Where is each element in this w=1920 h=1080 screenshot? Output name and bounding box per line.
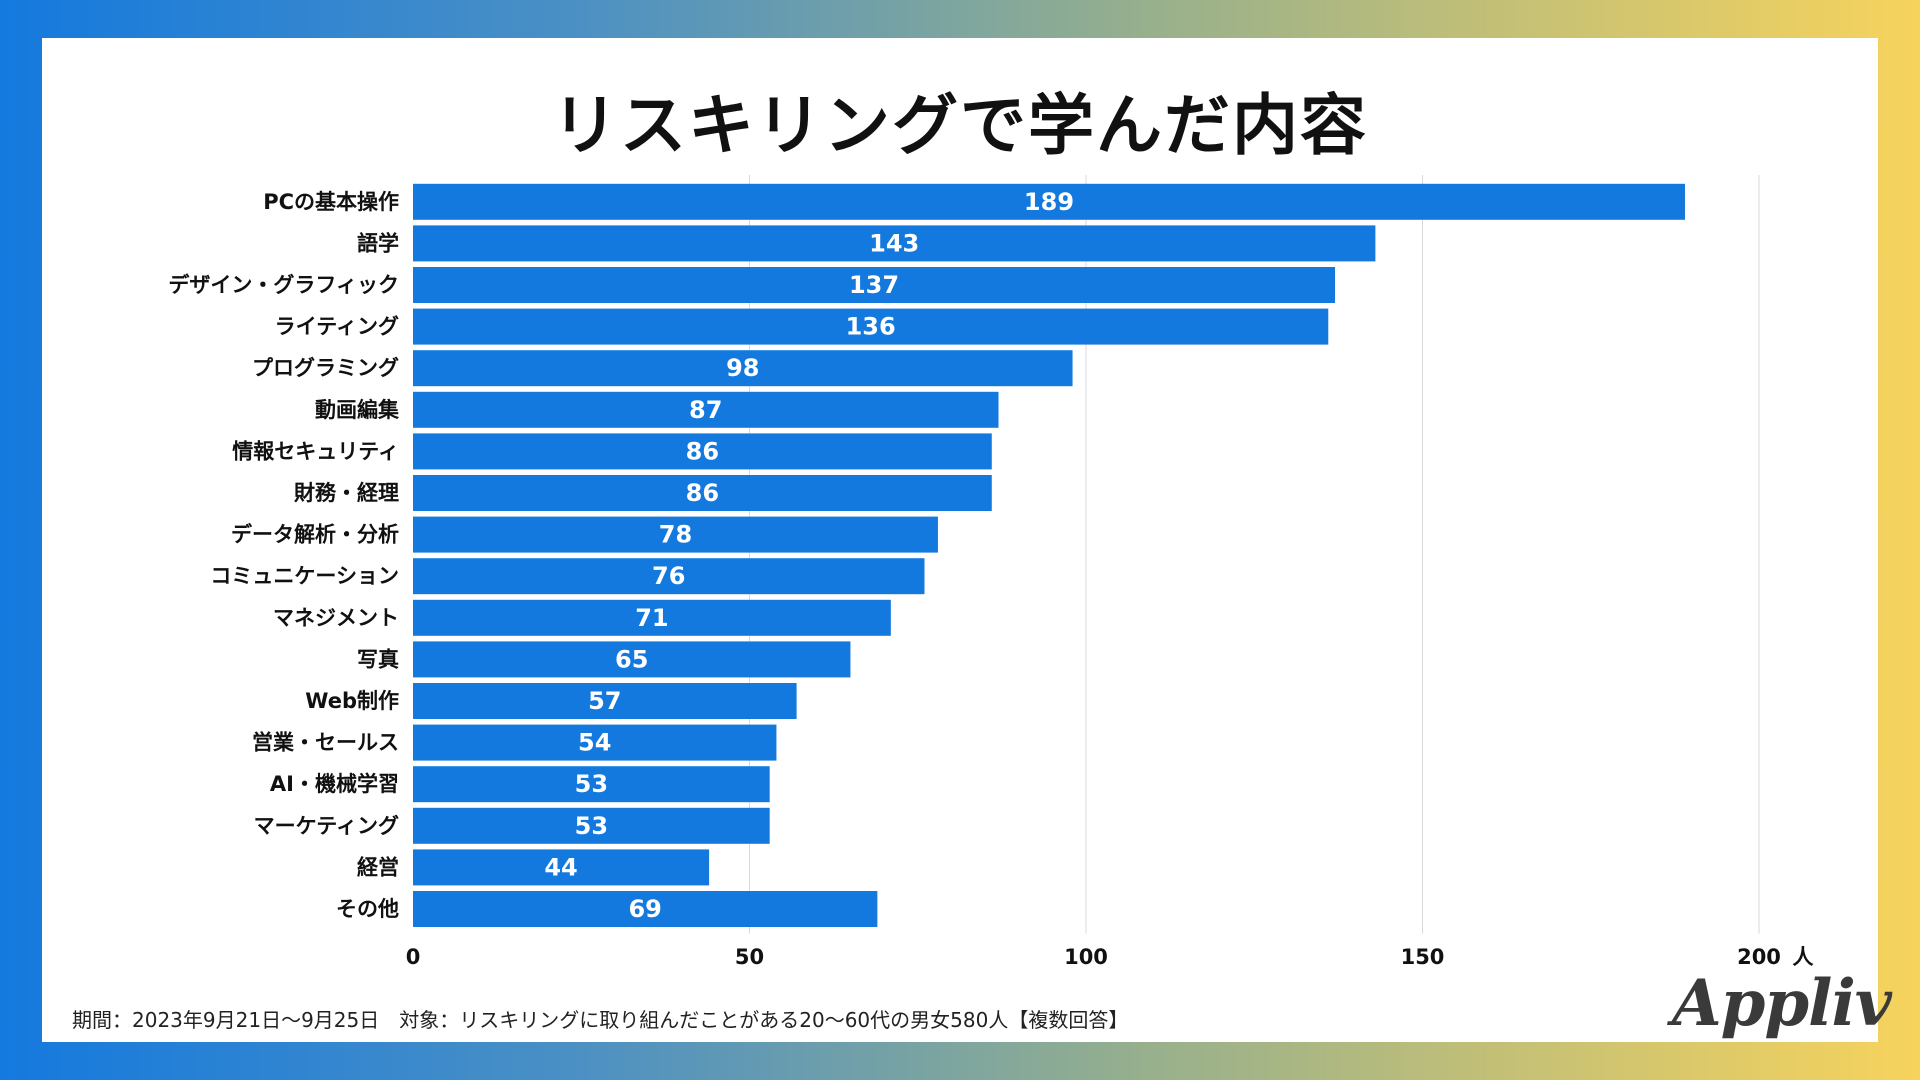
bar xyxy=(413,433,992,470)
bar-value-label: 78 xyxy=(659,521,692,549)
x-tick-label: 0 xyxy=(406,945,421,969)
bar xyxy=(413,267,1336,303)
bar xyxy=(413,558,925,595)
category-label: Web制作 xyxy=(305,689,399,713)
category-label: AI・機械学習 xyxy=(270,772,399,796)
bar xyxy=(413,724,777,761)
bar-value-label: 86 xyxy=(686,437,719,465)
category-label: 財務・経理 xyxy=(294,481,399,505)
bar xyxy=(413,891,878,927)
category-label: ライティング xyxy=(275,315,399,339)
bar xyxy=(413,225,1376,262)
bar-value-label: 57 xyxy=(588,687,621,715)
bar-value-label: 65 xyxy=(615,645,648,673)
category-label: プログラミング xyxy=(252,356,399,380)
bar-value-label: 136 xyxy=(846,313,896,341)
chart-title: リスキリングで学んだ内容 xyxy=(552,87,1368,164)
bar xyxy=(413,183,1685,220)
bar xyxy=(413,516,938,553)
bar-value-label: 69 xyxy=(628,895,661,923)
bar xyxy=(413,475,992,511)
bar-chart: 0 50 100 150 200 人 189 PCの基本操作 143 語学 137 デザイン・グラフィ… xyxy=(168,175,1814,969)
category-label: 動画編集 xyxy=(315,398,400,422)
survey-footnote: 期間：2023年9月21日〜9月25日 対象：リスキリングに取り組んだことがある… xyxy=(72,1008,1129,1032)
category-label: 語学 xyxy=(357,231,399,255)
x-unit-label: 人 xyxy=(1793,945,1814,969)
bar xyxy=(413,350,1073,387)
bar-value-label: 71 xyxy=(635,604,668,632)
bar xyxy=(413,807,770,844)
x-tick-label: 200 xyxy=(1737,945,1781,969)
appliv-logo: Appliv xyxy=(1672,966,1892,1041)
bar xyxy=(413,391,999,428)
bar-value-label: 53 xyxy=(575,770,608,798)
category-label: デザイン・グラフィック xyxy=(168,273,399,297)
category-label: データ解析・分析 xyxy=(231,523,399,547)
bar-value-label: 137 xyxy=(849,271,899,299)
category-label: コミュニケーション xyxy=(210,564,399,588)
category-label: マネジメント xyxy=(273,606,399,630)
category-label: 情報セキュリティ xyxy=(232,439,399,463)
x-tick-label: 100 xyxy=(1064,945,1108,969)
bar xyxy=(413,599,891,636)
bar-value-label: 44 xyxy=(544,853,577,881)
bar xyxy=(413,308,1329,345)
x-tick-label: 150 xyxy=(1401,945,1445,969)
bar-value-label: 76 xyxy=(652,562,685,590)
category-label: マーケティング xyxy=(254,814,399,838)
chart-card: リスキリングで学んだ内容 0 50 100 150 200 人 189 PCの基本操作 143 語… xyxy=(42,38,1892,1042)
bar-value-label: 189 xyxy=(1024,188,1074,216)
bar-value-label: 98 xyxy=(726,354,759,382)
category-label: 営業・セールス xyxy=(252,731,399,755)
bar xyxy=(413,641,851,678)
category-label: PCの基本操作 xyxy=(263,190,399,214)
bar-value-label: 86 xyxy=(686,479,719,507)
bar xyxy=(413,683,797,719)
bar-value-label: 143 xyxy=(869,229,919,257)
bar-value-label: 54 xyxy=(578,729,611,757)
category-label: その他 xyxy=(336,897,399,921)
x-tick-label: 50 xyxy=(735,945,764,969)
category-label: 写真 xyxy=(357,647,399,671)
bar xyxy=(413,849,710,886)
bar-value-label: 53 xyxy=(575,812,608,840)
bar xyxy=(413,766,770,803)
bar-value-label: 87 xyxy=(689,396,722,424)
category-label: 経営 xyxy=(357,855,399,879)
